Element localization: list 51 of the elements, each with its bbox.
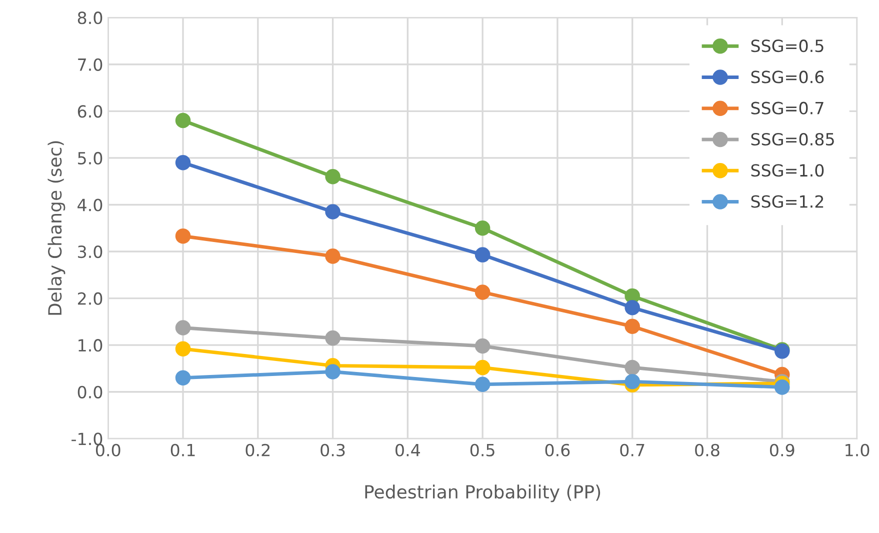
point (474, 247, 490, 262)
point (474, 220, 490, 236)
point (325, 204, 340, 220)
y-tick-label: -1.0 (72, 432, 102, 446)
x-tick-label: 0.7 (620, 444, 644, 456)
x-axis-title: Pedestrian Probability (PP) (365, 484, 600, 502)
x-tick-label: 1.0 (846, 444, 870, 456)
point (325, 169, 340, 184)
x-tick-label: 0.6 (545, 444, 570, 456)
x-tick-label: 0.2 (246, 444, 270, 456)
point (624, 360, 640, 376)
y-tick-label: 6.0 (78, 105, 102, 118)
legend-label: SSG=0.5 (751, 40, 824, 52)
legend-label: SSG=0.85 (751, 132, 834, 146)
x-tick-label: 0.9 (770, 444, 794, 456)
point (325, 330, 340, 346)
point (624, 374, 640, 390)
y-tick-label: 8.0 (78, 12, 102, 24)
point (774, 380, 790, 395)
legend-label: SSG=1.0 (751, 164, 824, 177)
point (624, 300, 640, 316)
point (175, 154, 191, 170)
point (474, 284, 490, 300)
y-tick-label: 3.0 (78, 245, 102, 258)
y-axis-title: Delay Change (sec) (48, 141, 66, 315)
legend-label: SSG=0.6 (751, 70, 824, 84)
point (474, 338, 490, 354)
y-tick-label: 0.0 (78, 386, 102, 398)
y-tick-label: 5.0 (78, 152, 102, 165)
x-tick-label: 0.0 (96, 444, 120, 456)
point (175, 370, 191, 386)
point (175, 228, 191, 244)
point (474, 376, 490, 392)
x-tick-label: 0.3 (320, 444, 345, 456)
point (624, 318, 640, 334)
legend-label: SSG=0.7 (751, 102, 824, 114)
point (325, 364, 340, 380)
y-tick-label: 7.0 (78, 58, 102, 71)
x-tick-label: 0.5 (470, 444, 494, 456)
legend-label: SSG=1.2 (751, 195, 824, 208)
point (325, 248, 340, 264)
x-tick-label: 0.8 (695, 444, 720, 456)
point (175, 112, 191, 128)
x-tick-label: 0.1 (170, 444, 195, 456)
y-tick-label: 4.0 (78, 198, 102, 212)
point (175, 341, 191, 356)
point (474, 360, 490, 376)
x-tick-label: 0.4 (396, 444, 420, 456)
y-tick-label: 2.0 (78, 292, 102, 305)
point (175, 320, 191, 336)
y-tick-label: 1.0 (78, 339, 102, 352)
